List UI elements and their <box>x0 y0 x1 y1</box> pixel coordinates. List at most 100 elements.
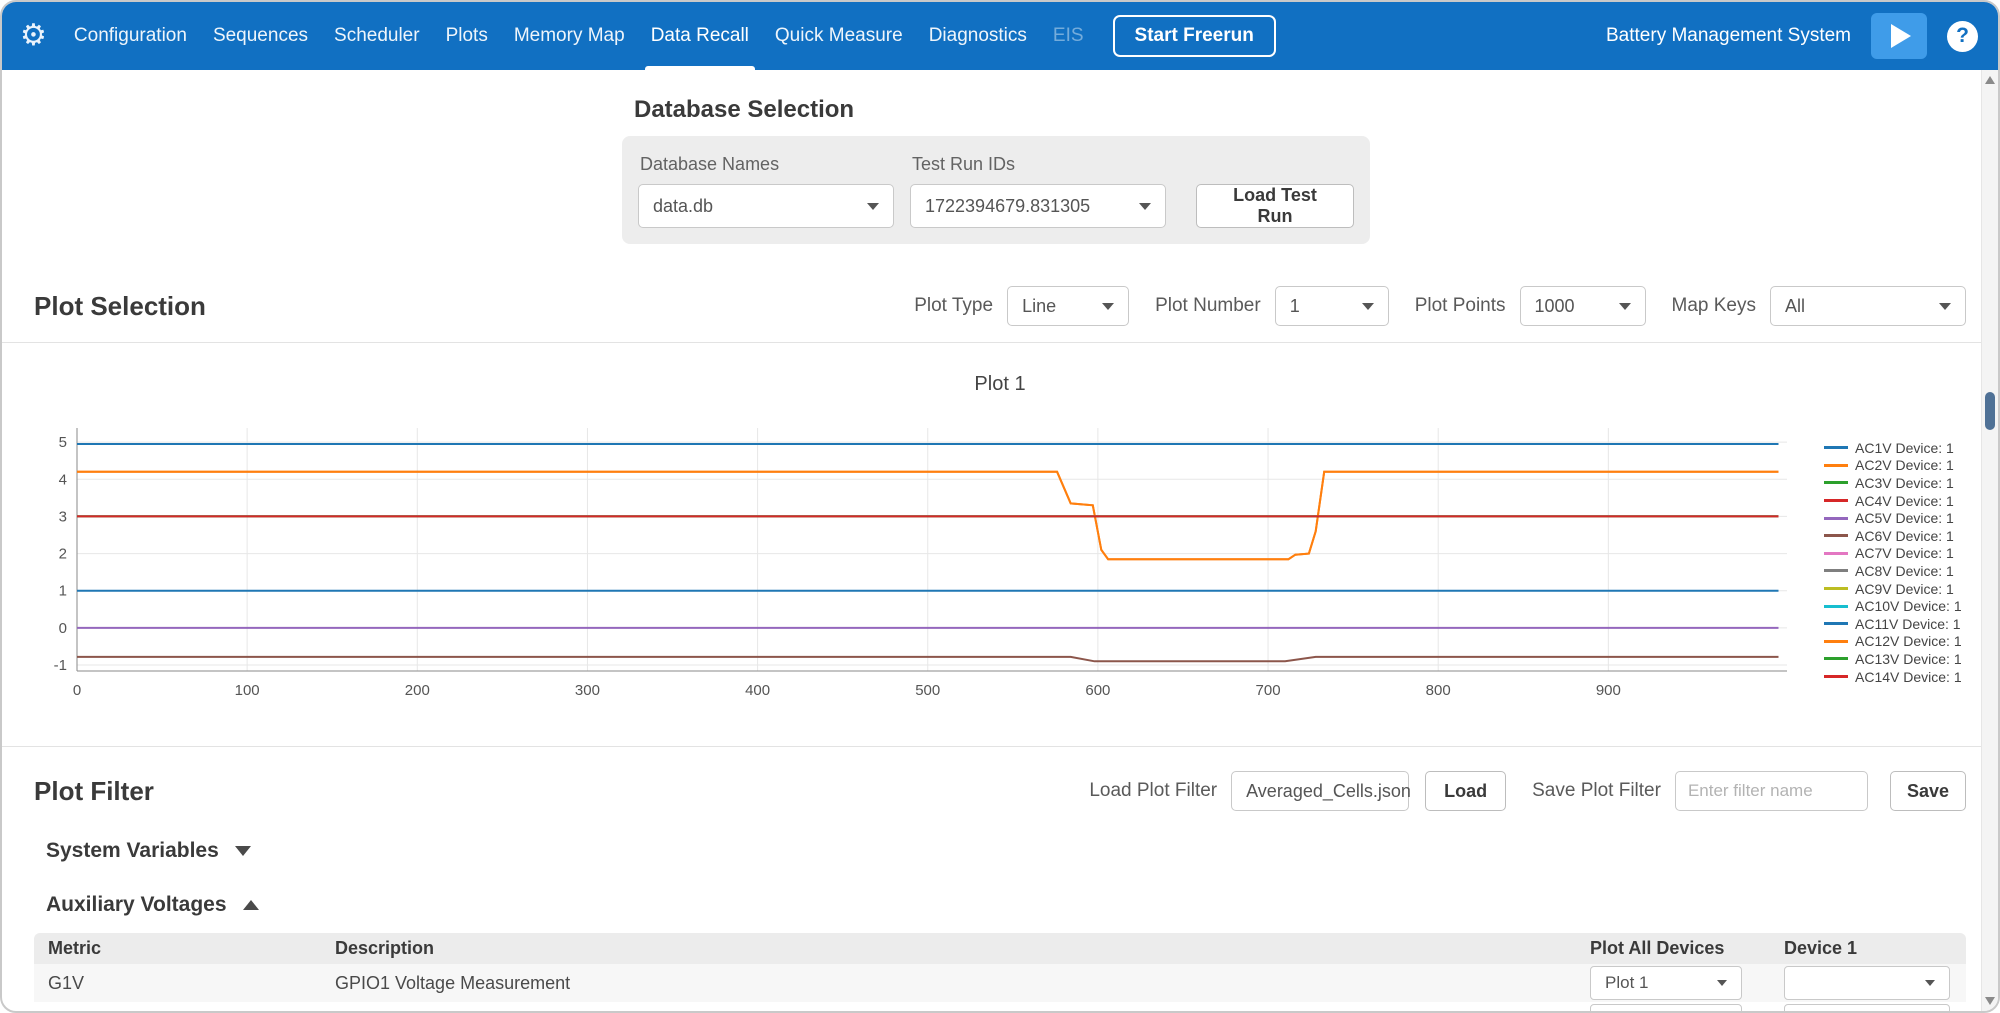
legend-label: AC3V Device: 1 <box>1855 475 1954 491</box>
plot-all-devices-select-g1v[interactable]: Plot 1 <box>1590 966 1742 1000</box>
system-variables-toggle[interactable]: System Variables <box>46 839 1966 863</box>
nav-item-configuration[interactable]: Configuration <box>61 2 200 70</box>
metric-cell: G1V <box>34 973 321 994</box>
nav-right: Battery Management System ? <box>1606 13 1978 59</box>
database-selection-section: Database Selection Database Names data.d… <box>2 70 1998 244</box>
plot-number-label: Plot Number <box>1155 295 1261 317</box>
scrollbar-thumb[interactable] <box>1985 392 1995 430</box>
nav-item-plots[interactable]: Plots <box>433 2 501 70</box>
auxiliary-voltages-label: Auxiliary Voltages <box>46 893 227 917</box>
nav-item-diagnostics[interactable]: Diagnostics <box>916 2 1040 70</box>
legend-label: AC2V Device: 1 <box>1855 457 1954 473</box>
auxiliary-voltages-table: MetricDescriptionPlot All DevicesDevice … <box>34 933 1966 1013</box>
app-title: Battery Management System <box>1606 25 1851 47</box>
svg-text:600: 600 <box>1085 682 1110 699</box>
column-header-metric: Metric <box>34 938 321 959</box>
chevron-down-icon <box>1139 203 1151 210</box>
nav-item-memory-map[interactable]: Memory Map <box>501 2 638 70</box>
database-names-label: Database Names <box>640 154 894 175</box>
scroll-down-icon[interactable] <box>1985 997 1995 1005</box>
load-filter-button[interactable]: Load <box>1425 771 1506 811</box>
legend-swatch <box>1824 464 1848 467</box>
legend-item-ac3v[interactable]: AC3V Device: 1 <box>1824 474 1962 492</box>
legend-swatch <box>1824 622 1848 625</box>
database-names-value: data.db <box>653 196 713 217</box>
legend-item-ac12v[interactable]: AC12V Device: 1 <box>1824 633 1962 651</box>
legend-swatch <box>1824 499 1848 502</box>
settings-gear-icon[interactable]: ⚙ <box>20 21 47 51</box>
legend-item-ac13v[interactable]: AC13V Device: 1 <box>1824 650 1962 668</box>
device-1-select-g1v[interactable] <box>1784 966 1950 1000</box>
legend-item-ac4v[interactable]: AC4V Device: 1 <box>1824 492 1962 510</box>
legend-item-ac6v[interactable]: AC6V Device: 1 <box>1824 527 1962 545</box>
plot-points-label: Plot Points <box>1415 295 1506 317</box>
legend-item-ac1v[interactable]: AC1V Device: 1 <box>1824 439 1962 457</box>
save-filter-button[interactable]: Save <box>1890 771 1966 811</box>
database-names-select[interactable]: data.db <box>638 184 894 228</box>
start-freerun-button[interactable]: Start Freerun <box>1113 15 1276 57</box>
legend-swatch <box>1824 534 1848 537</box>
plot-selection-title: Plot Selection <box>34 291 206 322</box>
plot-area-section: Plot 1 -10123450100200300400500600700800… <box>2 343 1998 747</box>
map-keys-select[interactable]: All <box>1770 286 1966 326</box>
svg-text:900: 900 <box>1596 682 1621 699</box>
table-row-g2v: G2VGPIO2 Voltage MeasurementPlot 1 <box>34 1002 1966 1013</box>
nav-items: ConfigurationSequencesSchedulerPlotsMemo… <box>61 2 1097 70</box>
legend-label: AC10V Device: 1 <box>1855 598 1962 614</box>
legend-swatch <box>1824 657 1848 660</box>
chevron-down-icon <box>1619 303 1631 310</box>
database-selection-title: Database Selection <box>634 96 1370 124</box>
legend-item-ac10v[interactable]: AC10V Device: 1 <box>1824 597 1962 615</box>
svg-text:4: 4 <box>59 471 67 488</box>
plot-selection-section: Plot Selection Plot Type Line Plot Numbe… <box>2 286 1998 343</box>
plot-number-select[interactable]: 1 <box>1275 286 1389 326</box>
legend-label: AC7V Device: 1 <box>1855 545 1954 561</box>
plot-points-select[interactable]: 1000 <box>1520 286 1646 326</box>
line-chart[interactable]: -10123450100200300400500600700800900 <box>22 410 1792 710</box>
table-header-row: MetricDescriptionPlot All DevicesDevice … <box>34 933 1966 964</box>
chart-legend: AC1V Device: 1AC2V Device: 1 AC3V Device:… <box>1824 439 1962 685</box>
help-icon[interactable]: ? <box>1947 21 1978 52</box>
chevron-down-icon <box>1717 980 1727 986</box>
legend-label: AC8V Device: 1 <box>1855 563 1954 579</box>
test-run-ids-label: Test Run IDs <box>912 154 1166 175</box>
svg-text:300: 300 <box>575 682 600 699</box>
device-1-select-g2v[interactable] <box>1784 1004 1950 1013</box>
vertical-scrollbar[interactable] <box>1981 70 1998 1011</box>
legend-swatch <box>1824 569 1848 572</box>
legend-label: AC9V Device: 1 <box>1855 581 1954 597</box>
table-body: G1VGPIO1 Voltage MeasurementPlot 1G2VGPI… <box>34 964 1966 1013</box>
chevron-down-icon <box>235 846 251 856</box>
load-test-run-button[interactable]: Load Test Run <box>1196 184 1354 228</box>
scroll-up-icon[interactable] <box>1985 76 1995 84</box>
plot-type-select[interactable]: Line <box>1007 286 1129 326</box>
legend-swatch <box>1824 675 1848 678</box>
legend-item-ac7v[interactable]: AC7V Device: 1 <box>1824 545 1962 563</box>
auxiliary-voltages-toggle[interactable]: Auxiliary Voltages <box>46 893 1966 917</box>
legend-item-ac9v[interactable]: AC9V Device: 1 <box>1824 580 1962 598</box>
legend-swatch <box>1824 552 1848 555</box>
nav-item-scheduler[interactable]: Scheduler <box>321 2 433 70</box>
plot-all-devices-select-g2v[interactable]: Plot 1 <box>1590 1004 1742 1013</box>
test-run-ids-select[interactable]: 1722394679.831305 <box>910 184 1166 228</box>
run-play-button[interactable] <box>1871 13 1927 59</box>
legend-item-ac14v[interactable]: AC14V Device: 1 <box>1824 668 1962 686</box>
legend-label: AC11V Device: 1 <box>1855 616 1961 632</box>
nav-item-quick-measure[interactable]: Quick Measure <box>762 2 916 70</box>
load-plot-filter-label: Load Plot Filter <box>1089 780 1217 802</box>
svg-text:200: 200 <box>405 682 430 699</box>
nav-item-eis: EIS <box>1040 2 1097 70</box>
legend-item-ac8v[interactable]: AC8V Device: 1 <box>1824 562 1962 580</box>
device-1-cell <box>1770 1004 1966 1013</box>
legend-swatch <box>1824 605 1848 608</box>
save-filter-name-input[interactable] <box>1675 771 1868 811</box>
nav-item-data-recall[interactable]: Data Recall <box>638 2 762 70</box>
plot-filter-title: Plot Filter <box>34 776 154 807</box>
legend-item-ac2v[interactable]: AC2V Device: 1 <box>1824 457 1962 475</box>
nav-item-sequences[interactable]: Sequences <box>200 2 321 70</box>
legend-item-ac11v[interactable]: AC11V Device: 1 <box>1824 615 1962 633</box>
test-run-ids-field: Test Run IDs 1722394679.831305 <box>910 152 1166 228</box>
legend-item-ac5v[interactable]: AC5V Device: 1 <box>1824 509 1962 527</box>
chart-title: Plot 1 <box>2 373 1998 396</box>
load-plot-filter-select[interactable]: Averaged_Cells.json <box>1231 771 1409 811</box>
